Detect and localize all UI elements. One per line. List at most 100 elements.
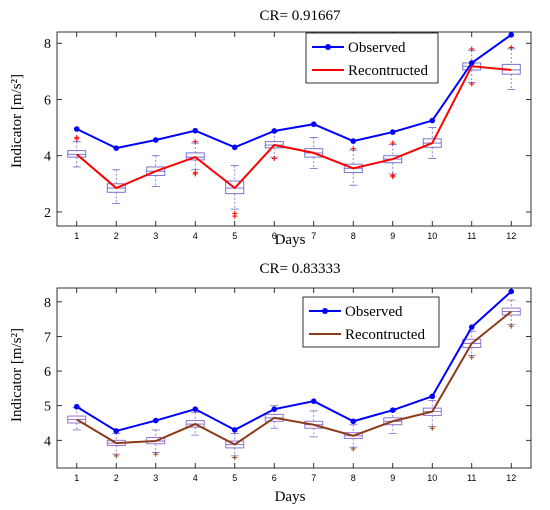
chart-title: CR= 0.91667 [260, 8, 341, 24]
x-tick-label: 6 [272, 231, 277, 241]
x-tick-label: 4 [193, 473, 198, 483]
x-tick-label: 1 [74, 473, 79, 483]
x-tick-label: 4 [193, 231, 198, 241]
box-outlier [232, 210, 238, 216]
data-point-observed [389, 129, 396, 135]
data-point-observed [271, 128, 278, 134]
x-tick-label: 1 [74, 231, 79, 241]
legend-label-reconstructed: Recontructed [345, 327, 425, 343]
data-point-observed [350, 418, 357, 425]
y-tick-label: 2 [44, 206, 51, 221]
x-tick-label: 5 [232, 231, 237, 241]
data-point-observed [468, 60, 475, 66]
legend-label-reconstructed: Recontructed [348, 63, 428, 79]
data-point-observed [310, 121, 317, 128]
data-point-observed [310, 398, 317, 404]
box-outlier [350, 146, 356, 152]
box-outlier [508, 44, 514, 50]
y-axis-label: Indicator [m/s²] [9, 74, 25, 168]
plot-frame [56, 31, 532, 227]
x-tick-label: 7 [311, 473, 316, 483]
box-outlier [429, 425, 435, 431]
x-tick-label: 11 [467, 473, 476, 483]
box-outlier [113, 453, 119, 459]
x-tick-label: 3 [153, 231, 158, 241]
data-point-observed [271, 406, 278, 412]
y-tick-label: 5 [44, 400, 51, 415]
box-body [225, 180, 245, 195]
data-point-observed [113, 145, 120, 151]
legend-marker-observed [325, 44, 331, 50]
data-point-observed [429, 117, 436, 124]
data-point-observed [231, 427, 238, 433]
series-line-reconstructed [76, 65, 512, 190]
x-tick-label: 9 [390, 231, 395, 241]
x-tick-label: 8 [351, 473, 356, 483]
y-tick-label: 4 [44, 150, 51, 165]
box-outlier [74, 134, 80, 140]
data-point-observed [350, 138, 357, 144]
box-outlier [232, 455, 238, 461]
legend-box [305, 32, 439, 84]
box-body [185, 152, 205, 161]
box-outlier [390, 140, 396, 146]
legend: Observed Recontructed [305, 32, 439, 84]
legend-marker-observed [322, 308, 328, 314]
y-tick-label: 6 [44, 365, 51, 380]
data-point-observed [468, 324, 475, 330]
box-outlier [271, 156, 277, 162]
x-tick-label: 9 [390, 473, 395, 483]
box-outlier [153, 451, 159, 457]
x-tick-label: 10 [427, 473, 437, 483]
x-tick-label: 7 [311, 231, 316, 241]
legend-label-observed: Observed [348, 40, 406, 56]
data-point-observed [73, 403, 80, 410]
box-outlier [508, 323, 514, 329]
data-point-observed [152, 137, 159, 143]
box-plot [146, 155, 166, 188]
box-outlier [469, 46, 475, 52]
data-point-observed [192, 127, 199, 134]
x-tick-label: 11 [467, 231, 476, 241]
x-tick-label: 6 [272, 473, 277, 483]
box-outlier [192, 170, 198, 176]
y-tick-label: 6 [44, 93, 51, 108]
chart-bottom: CR= 0.83333 Indicator [m/s²] Days 4 5 6 7 8 1… [9, 261, 532, 505]
data-point-observed [508, 32, 515, 38]
legend-box [302, 296, 440, 348]
data-point-observed [389, 407, 396, 413]
x-tick-label: 2 [114, 473, 119, 483]
x-tick-label: 5 [232, 473, 237, 483]
plot-frame [56, 287, 532, 469]
series-line-observed [76, 290, 512, 433]
legend: Observed Recontructed [302, 296, 440, 348]
y-tick-label: 7 [44, 330, 51, 345]
series-line-observed [76, 33, 512, 150]
x-tick-label: 12 [506, 231, 516, 241]
box-outlier [469, 354, 475, 360]
box-plot [225, 165, 245, 219]
legend-label-observed: Observed [345, 304, 403, 320]
series-line-reconstructed [76, 310, 512, 446]
x-tick-label: 3 [153, 473, 158, 483]
x-tick-label: 12 [506, 473, 516, 483]
box-plot [106, 432, 126, 459]
data-point-observed [429, 393, 436, 400]
x-tick-label: 2 [114, 231, 119, 241]
chart-title: CR= 0.83333 [260, 261, 341, 277]
data-point-observed [192, 406, 199, 412]
data-point-observed [231, 144, 238, 151]
x-axis-label: Days [275, 489, 306, 505]
y-tick-label: 4 [44, 434, 51, 449]
x-tick-label: 10 [427, 231, 437, 241]
y-tick-label: 8 [44, 37, 51, 52]
data-point-observed [73, 126, 80, 132]
x-axis-label: Days [275, 232, 306, 248]
data-point-observed [113, 428, 120, 434]
x-tick-label: 8 [351, 231, 356, 241]
data-point-observed [152, 417, 159, 424]
y-axis-label: Indicator [m/s²] [9, 328, 25, 422]
data-point-observed [508, 288, 515, 295]
